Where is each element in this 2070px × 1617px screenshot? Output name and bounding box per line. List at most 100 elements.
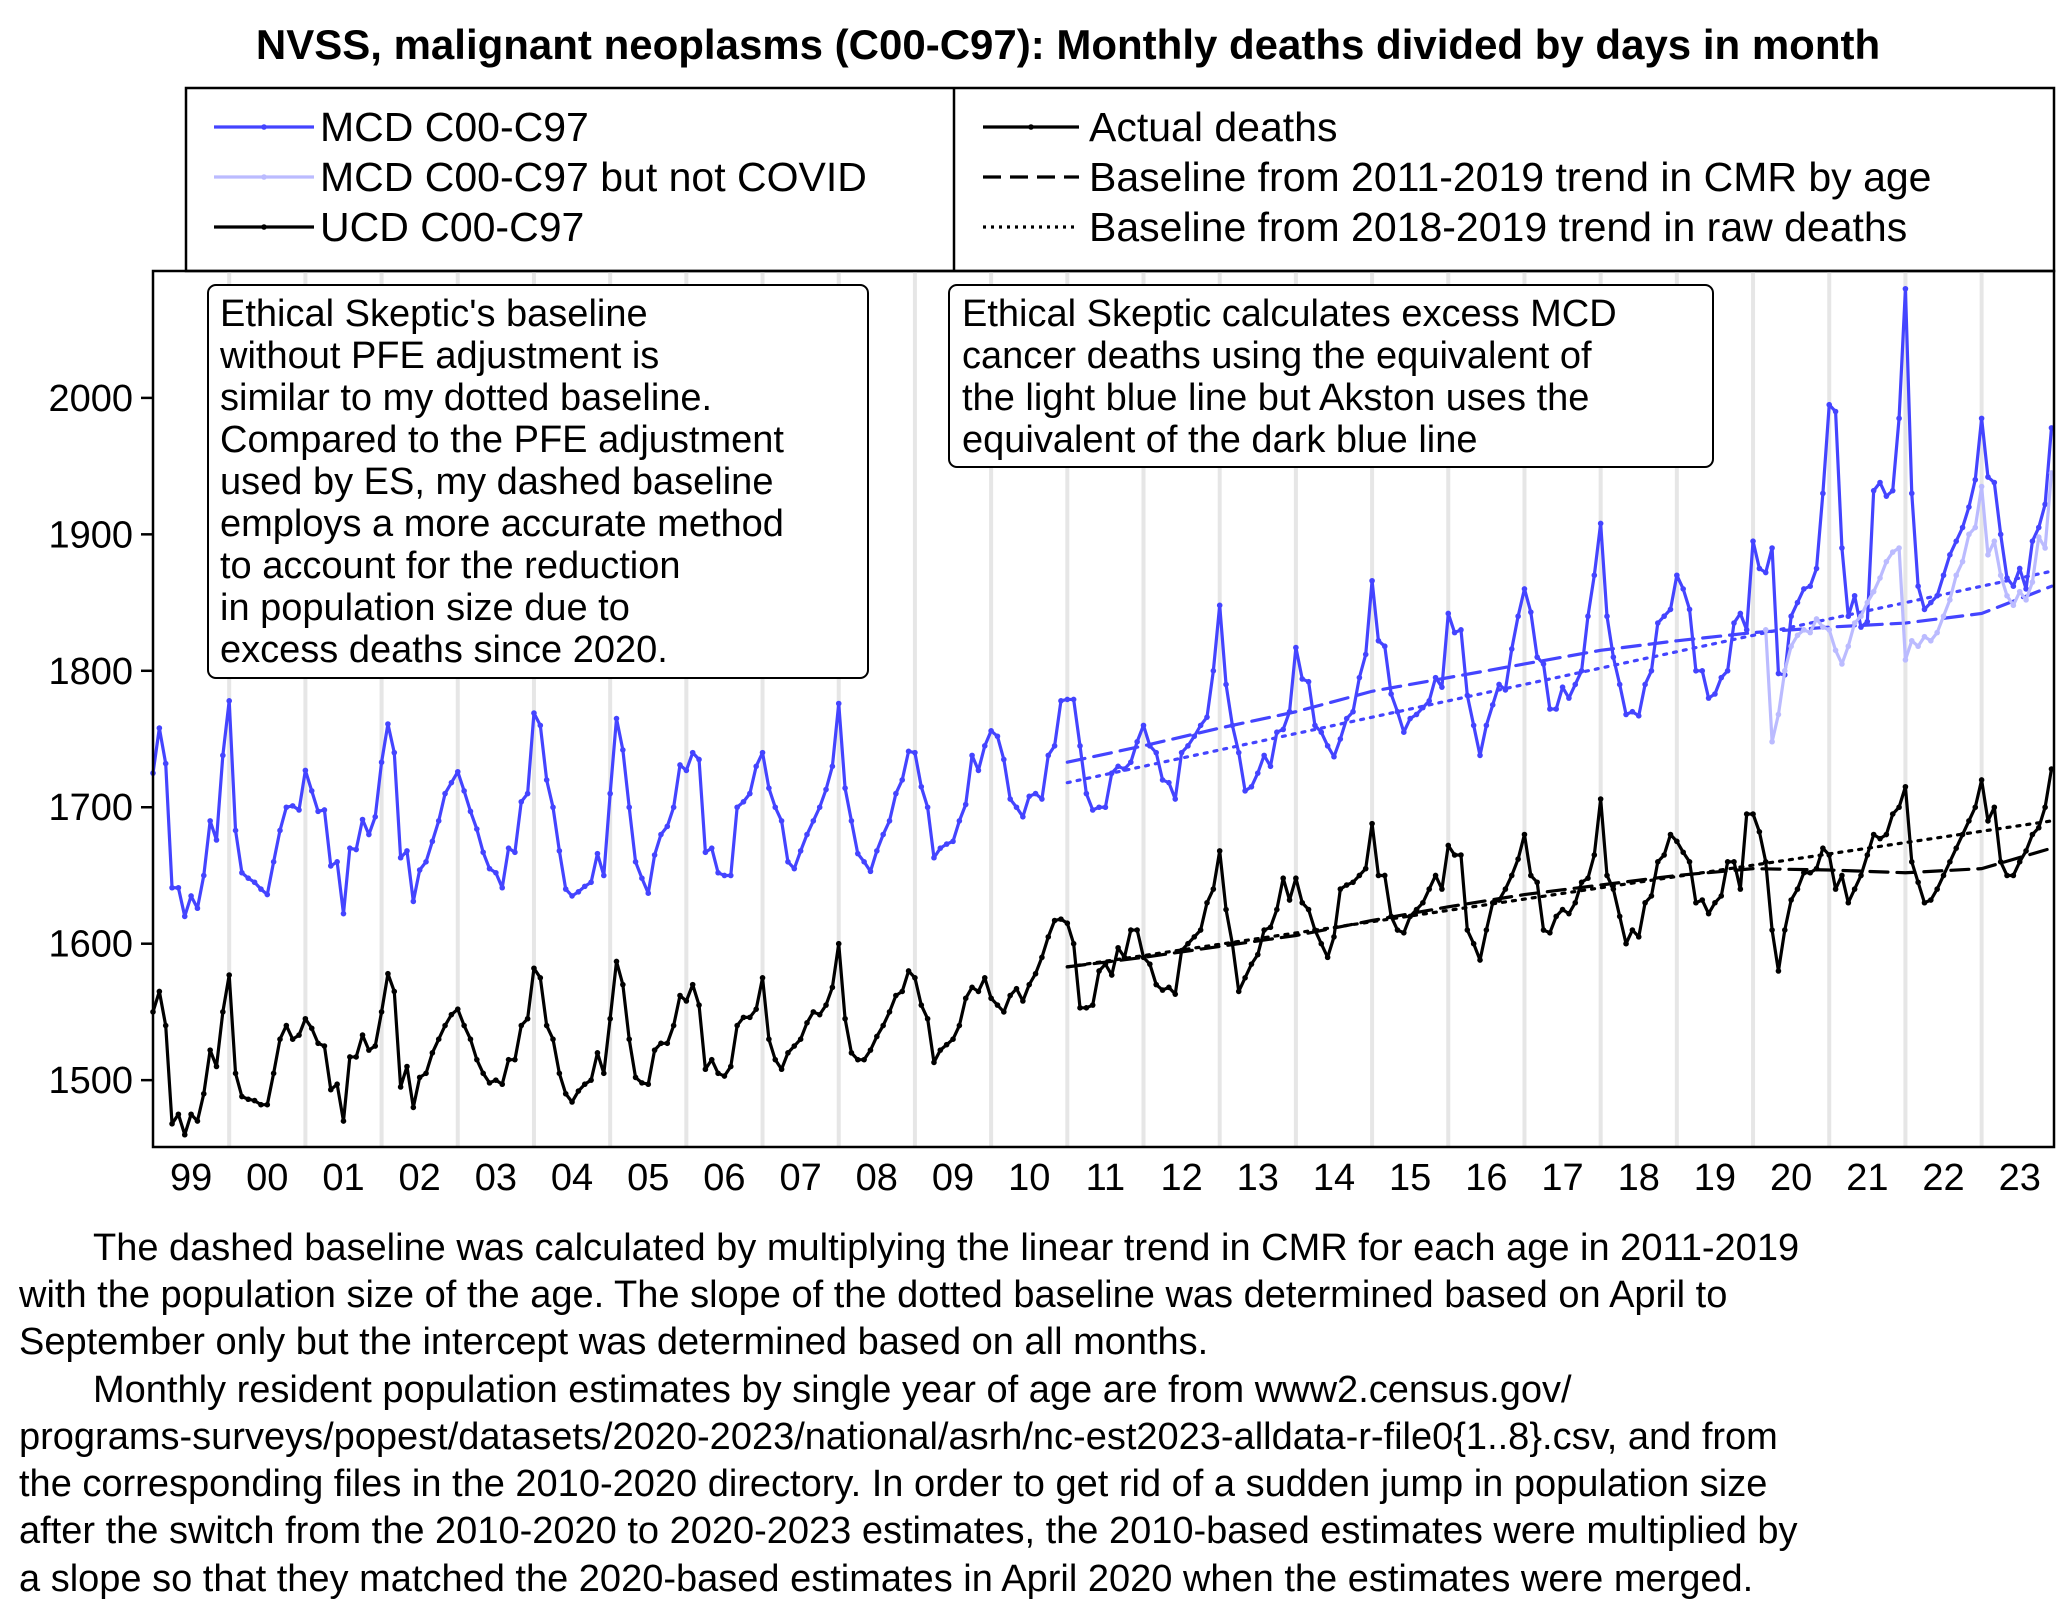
data-point (639, 875, 645, 881)
data-point (1858, 613, 1864, 620)
data-point (1134, 927, 1140, 933)
data-point (1070, 940, 1077, 947)
data-point (772, 804, 779, 811)
data-point (981, 743, 988, 749)
data-point (2035, 524, 2042, 531)
data-point (1978, 777, 1985, 783)
data-point (1693, 899, 1699, 906)
data-point (2004, 575, 2010, 581)
data-point (1293, 875, 1299, 881)
data-point (169, 884, 175, 891)
data-point (835, 940, 842, 947)
data-point (1712, 691, 1718, 697)
data-point (1077, 743, 1083, 749)
data-point (747, 1014, 753, 1021)
data-point (1883, 493, 1890, 499)
data-point (1362, 865, 1369, 872)
data-point (1274, 729, 1280, 735)
data-point (1166, 984, 1172, 991)
footer-line: with the population size of the age. The… (18, 1274, 1727, 1316)
data-point (1312, 927, 1318, 933)
data-point (1889, 487, 1896, 494)
data-point (677, 762, 683, 768)
data-point (2010, 602, 2017, 609)
data-point (1972, 524, 1979, 531)
data-point (518, 798, 525, 805)
data-point (1870, 588, 1877, 595)
data-point (512, 849, 518, 856)
data-point (1839, 872, 1845, 879)
data-point (397, 854, 404, 861)
data-point (1045, 752, 1052, 759)
data-point (1280, 726, 1286, 733)
data-point (1705, 910, 1712, 917)
data-point (594, 1050, 601, 1056)
data-point (1947, 552, 1953, 558)
data-point (1572, 899, 1579, 906)
data-point (1540, 927, 1547, 933)
data-point (1248, 961, 1255, 967)
data-point (1864, 599, 1871, 606)
data-point (327, 863, 334, 869)
data-point (1623, 711, 1629, 718)
data-point (670, 804, 677, 811)
data-point (277, 827, 283, 834)
data-point (1908, 859, 1915, 865)
data-point (556, 848, 563, 854)
data-point (1401, 929, 1407, 936)
data-point (493, 869, 499, 876)
data-point (759, 749, 766, 756)
data-point (880, 1022, 886, 1029)
y-tick-label: 1900 (48, 514, 133, 556)
data-point (1394, 708, 1401, 715)
data-point (524, 790, 531, 797)
x-tick-label: 13 (1237, 1157, 1279, 1199)
data-point (454, 768, 461, 775)
data-point (1045, 934, 1052, 940)
data-point (702, 1066, 709, 1073)
data-point (1388, 913, 1394, 920)
x-tick-label: 00 (246, 1157, 288, 1199)
footer-line: September only but the intercept was det… (19, 1321, 1208, 1363)
data-point (2042, 501, 2048, 508)
data-point (1997, 531, 2004, 538)
data-point (613, 958, 620, 965)
data-point (1851, 620, 1858, 626)
data-point (829, 763, 836, 770)
data-point (1051, 917, 1058, 924)
data-point (537, 722, 544, 729)
data-point (1089, 807, 1096, 813)
data-point (1185, 743, 1191, 749)
data-point (327, 1086, 334, 1093)
data-point (1204, 899, 1210, 906)
data-point (220, 752, 226, 759)
data-point (1750, 811, 1756, 817)
data-point (1820, 845, 1826, 851)
data-point (740, 798, 747, 805)
data-point (899, 988, 906, 995)
data-point (785, 1050, 791, 1056)
data-point (874, 848, 880, 854)
data-point (1788, 613, 1794, 620)
data-point (169, 1121, 175, 1127)
annotation-line: to account for the reduction (220, 545, 681, 587)
data-point (1883, 831, 1890, 838)
data-point (1788, 897, 1794, 903)
data-point (302, 767, 309, 774)
data-point (708, 845, 715, 851)
data-point (734, 1022, 740, 1029)
data-point (886, 818, 893, 824)
data-point (810, 818, 817, 824)
data-point (1388, 691, 1394, 697)
data-point (1928, 599, 1934, 606)
data-point (1686, 859, 1693, 865)
baseline-dotted-ucd (1065, 819, 2054, 969)
data-point (727, 872, 734, 879)
data-point (1680, 586, 1686, 592)
data-point (1007, 796, 1013, 802)
data-point (366, 1047, 372, 1053)
annotation-1-box (207, 284, 869, 679)
data-point (461, 1022, 467, 1029)
x-tick-label: 04 (551, 1157, 593, 1199)
